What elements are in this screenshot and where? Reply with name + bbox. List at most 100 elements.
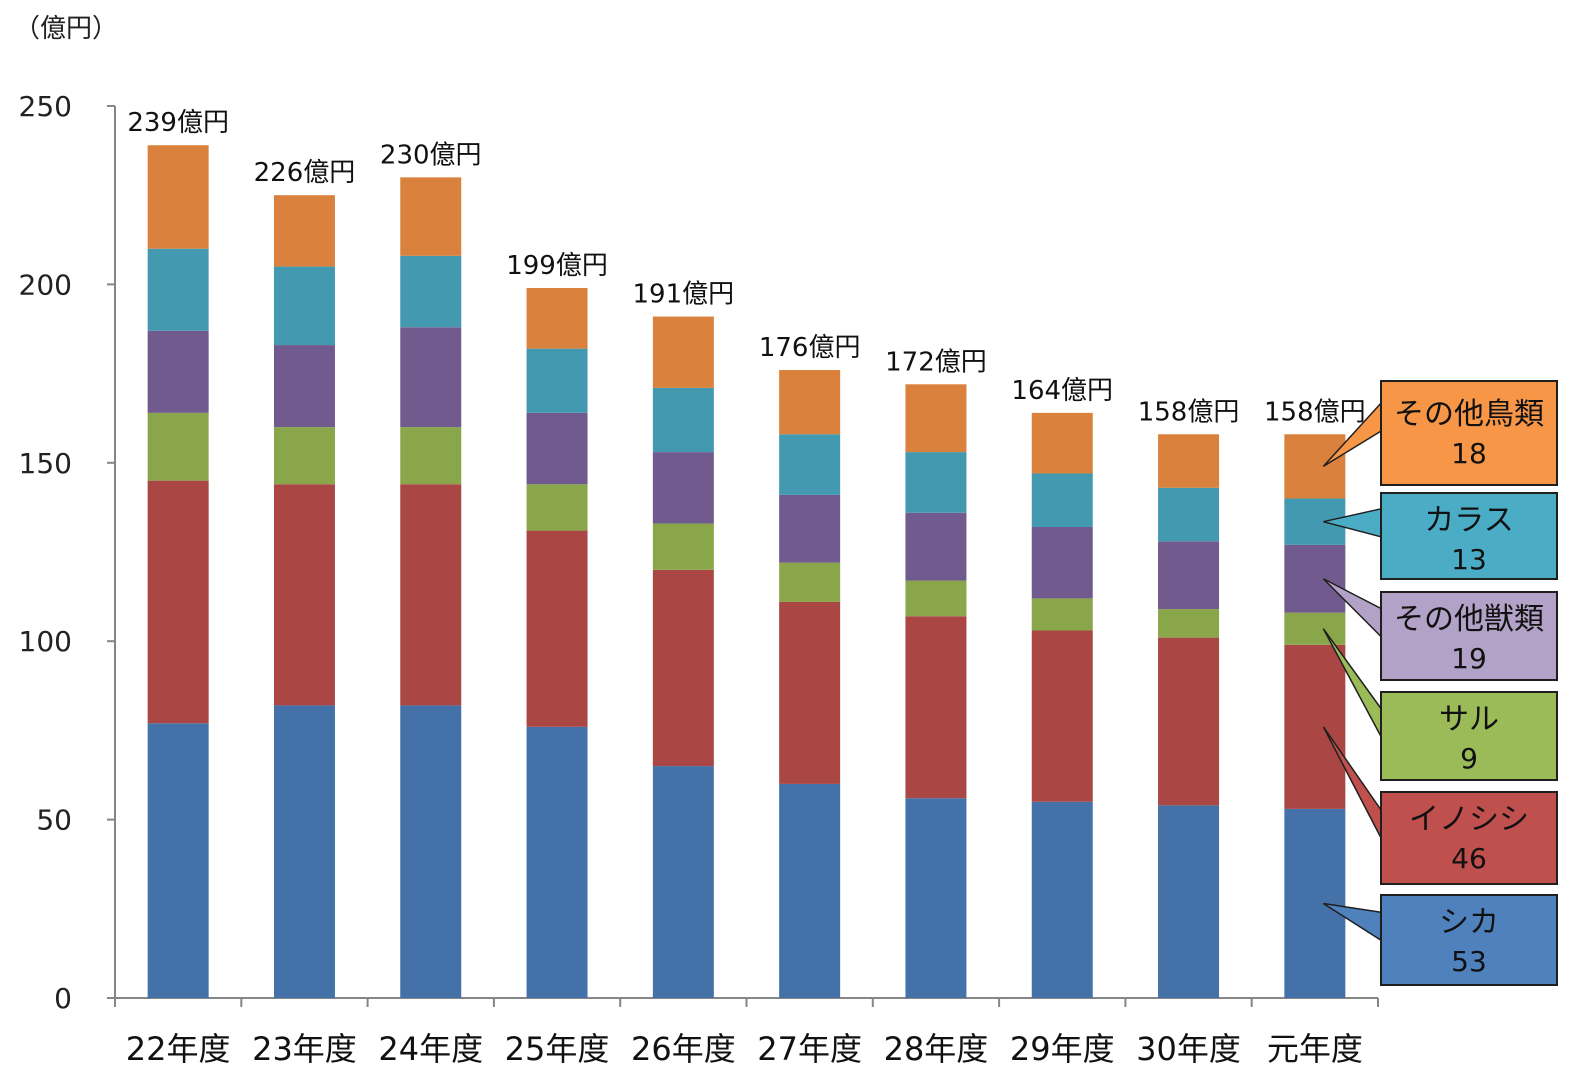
bar-segment <box>400 327 462 428</box>
bar-segment <box>779 434 841 495</box>
bar-segment <box>273 427 335 485</box>
bar-segment <box>526 348 588 413</box>
bar-segment <box>905 512 967 581</box>
bar-segment <box>147 480 209 724</box>
bar-segment <box>652 316 714 388</box>
bar-segment <box>273 705 335 998</box>
y-tick-label: 250 <box>19 90 72 123</box>
bar-segment <box>779 370 841 435</box>
bar-segment <box>1284 612 1346 645</box>
bar-segment <box>400 255 462 328</box>
labels-layer: 0 50 100 150 200 250 239億円 22年度 226億円 23年度 230億円 24… <box>19 90 1366 1068</box>
bar-segment <box>147 330 209 413</box>
callout-name: サル <box>1439 702 1499 737</box>
bar-total-label: 158億円 <box>1264 397 1366 427</box>
callout-value: 53 <box>1451 945 1487 978</box>
callout-value: 46 <box>1451 842 1487 875</box>
bar-segment <box>652 766 714 998</box>
bar-segment <box>273 195 335 267</box>
bar-segment <box>1158 487 1220 542</box>
bar-segment <box>273 484 335 706</box>
y-tick-label: 50 <box>36 804 72 837</box>
callout-box: サル 9 <box>1380 691 1558 781</box>
bars-layer <box>147 145 1346 998</box>
bar-segment <box>652 452 714 524</box>
callout-value: 13 <box>1451 543 1487 576</box>
bar-segment <box>400 705 462 998</box>
callout-box: その他獣類 19 <box>1380 591 1558 681</box>
bar-segment <box>1284 434 1346 499</box>
bar-segment <box>1031 598 1093 631</box>
y-tick-label: 0 <box>54 982 72 1015</box>
x-category-label: 28年度 <box>884 1030 989 1068</box>
y-tick-label: 150 <box>19 447 72 480</box>
bar-segment <box>652 523 714 570</box>
bar-segment <box>147 412 209 481</box>
bar-segment <box>1158 541 1220 610</box>
bar-segment <box>779 783 841 998</box>
bar-segment <box>779 601 841 784</box>
bar-segment <box>147 723 209 998</box>
bar-segment <box>1158 434 1220 488</box>
x-category-label: 27年度 <box>757 1030 862 1068</box>
callout-value: 19 <box>1451 642 1487 675</box>
bar-segment <box>273 266 335 346</box>
bar-segment <box>1158 609 1220 638</box>
x-category-label: 25年度 <box>505 1030 610 1068</box>
bar-segment <box>400 427 462 485</box>
bar-segment <box>779 494 841 563</box>
bar-segment <box>400 484 462 706</box>
bar-total-label: 199億円 <box>506 251 608 281</box>
bar-segment <box>905 580 967 617</box>
x-category-label: 元年度 <box>1267 1030 1363 1068</box>
bar-segment <box>273 345 335 428</box>
callout-box: イノシシ 46 <box>1380 791 1558 885</box>
x-category-label: 24年度 <box>378 1030 483 1068</box>
bar-segment <box>400 177 462 256</box>
callout-name: イノシシ <box>1409 802 1529 837</box>
bar-segment <box>526 484 588 531</box>
bar-segment <box>1158 805 1220 998</box>
callout-box: カラス 13 <box>1380 492 1558 580</box>
x-category-label: 26年度 <box>631 1030 736 1068</box>
bar-segment <box>905 452 967 513</box>
bar-segment <box>526 726 588 998</box>
callout-name: カラス <box>1424 503 1514 538</box>
bar-segment <box>1031 527 1093 599</box>
callout-name: シカ <box>1439 905 1499 940</box>
callout-name: その他獣類 <box>1394 602 1544 637</box>
bar-total-label: 230億円 <box>380 140 482 170</box>
x-category-label: 30年度 <box>1136 1030 1241 1068</box>
bar-segment <box>905 616 967 799</box>
bar-total-label: 172億円 <box>885 347 987 377</box>
callout-value: 18 <box>1451 437 1487 470</box>
bar-segment <box>526 530 588 727</box>
bar-segment <box>905 798 967 998</box>
bar-total-label: 239億円 <box>127 108 229 138</box>
bar-segment <box>779 562 841 602</box>
callout-box: シカ 53 <box>1380 894 1558 986</box>
bar-segment <box>147 145 209 249</box>
bar-segment <box>1284 808 1346 998</box>
bar-segment <box>652 387 714 453</box>
x-category-label: 22年度 <box>126 1030 231 1068</box>
bar-segment <box>526 287 588 349</box>
bar-segment <box>1031 801 1093 998</box>
bar-total-label: 176億円 <box>759 333 861 363</box>
callout-value: 9 <box>1460 742 1478 775</box>
bar-total-label: 226億円 <box>254 158 356 188</box>
bar-segment <box>1031 412 1093 474</box>
callout-name: その他鳥類 <box>1394 397 1544 432</box>
bar-segment <box>1284 644 1346 809</box>
bar-total-label: 164億円 <box>1011 376 1113 406</box>
y-tick-label: 200 <box>19 268 72 301</box>
bar-segment <box>1031 630 1093 802</box>
bar-segment <box>526 412 588 485</box>
bar-total-label: 191億円 <box>633 280 735 310</box>
bar-segment <box>147 248 209 331</box>
bar-total-label: 158億円 <box>1138 397 1240 427</box>
bar-segment <box>905 384 967 453</box>
callout-box: その他鳥類 18 <box>1380 380 1558 486</box>
bar-segment <box>1031 473 1093 528</box>
